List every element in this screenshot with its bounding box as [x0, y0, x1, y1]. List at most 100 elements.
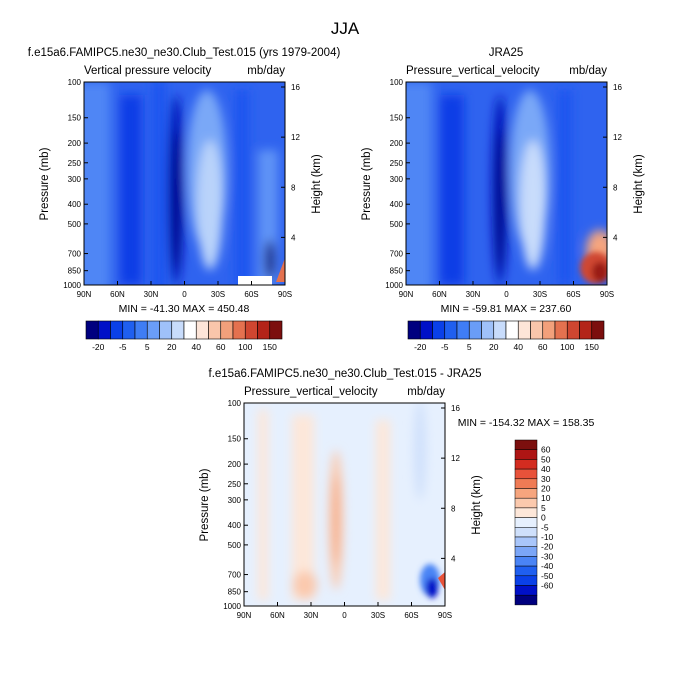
panel-diff-ytick-label: 850 [228, 588, 242, 597]
panel-diff-colorbar-label: -30 [541, 551, 554, 561]
panel-model-colorbar-box [220, 320, 234, 340]
panel-diff-colorbar-label: -40 [541, 561, 554, 571]
panel-jra25-ytick-label: 500 [390, 220, 404, 229]
panel-model-colorbar-label: 100 [238, 342, 252, 352]
panel-jra25-colorbar-box [517, 320, 531, 340]
panel-model-colorbar-box [134, 320, 148, 340]
panel-jra25-y2tick-label: 4 [613, 233, 618, 242]
panel-model-colorbar-box [195, 320, 209, 340]
panel-jra25-y2tick-label: 12 [613, 133, 622, 142]
panel-diff-colorbar-box [514, 459, 538, 470]
panel-jra25-colorbar-label: -5 [441, 342, 449, 352]
panel-diff-ylabel: Pressure (mb) [199, 468, 211, 541]
panel-diff-ytick-label: 700 [228, 571, 242, 580]
panel-diff-colorbar-box [514, 556, 538, 567]
panel-jra25-colorbar-label: 60 [538, 342, 548, 352]
panel-model-ylabel: Pressure (mb) [39, 147, 51, 220]
panel-model: f.e15a6.FAMIPC5.ne30_ne30.Club_Test.015 … [28, 47, 341, 352]
panel-diff-colorbar-label: 10 [541, 493, 551, 503]
panel-model-colorbar-box [257, 320, 271, 340]
panel-model-xtick-label: 0 [182, 290, 187, 299]
panel-jra25-field [406, 82, 607, 285]
panel-jra25-colorbar-box [566, 320, 580, 340]
panel-model-xtick-label: 30S [211, 290, 225, 299]
panel-model-ytick-label: 700 [68, 250, 82, 259]
panel-jra25-ylabel: Pressure (mb) [361, 147, 373, 220]
panel-model-xtick-label: 90N [77, 290, 92, 299]
panel-jra25-colorbar-box [505, 320, 519, 340]
panel-model-y2label: Height (km) [311, 154, 323, 214]
panel-jra25-ytick-label: 300 [390, 175, 404, 184]
panel-diff-xtick-label: 30N [304, 611, 319, 620]
panel-diff-colorbar-label: -50 [541, 571, 554, 581]
panel-diff-colorbar-label: 5 [541, 503, 546, 513]
panel-model-ytick-label: 200 [68, 139, 82, 148]
panel-jra25-colorbar-label: 5 [467, 342, 472, 352]
panel-diff-xtick-label: 90N [237, 611, 252, 620]
panel-diff-ytick-label: 1000 [223, 602, 241, 611]
panel-jra25-colorbar-box [444, 320, 458, 340]
panel-jra25-colorbar-box [591, 320, 605, 340]
panel-diff-colorbar-label: -10 [541, 532, 554, 542]
panel-model-y2tick-label: 4 [291, 233, 296, 242]
panel-jra25: JRA25 Pressure_vertical_velocity mb/day … [361, 47, 645, 352]
panel-model-suptitle: f.e15a6.FAMIPC5.ne30_ne30.Club_Test.015 … [28, 47, 341, 59]
panel-diff-y2label: Height (km) [471, 475, 483, 535]
panel-jra25-colorbar: -20 -5 5 20 40 60 100 150 [407, 320, 605, 352]
panel-model-ytick-label: 850 [68, 267, 82, 276]
panel-diff-colorbar-label: -20 [541, 542, 554, 552]
panel-model-ytick-label: 400 [68, 200, 82, 209]
panel-diff-field [244, 403, 445, 606]
panel-model-xtick-label: 60N [110, 290, 125, 299]
panel-diff-y2tick-label: 4 [451, 554, 456, 563]
panel-diff-colorbar-label: 20 [541, 484, 551, 494]
panel-diff-ytick-label: 100 [228, 399, 242, 408]
panel-model-y2tick-label: 16 [291, 83, 300, 92]
panel-diff-title-right: mb/day [407, 386, 445, 398]
panel-model-colorbar-box [208, 320, 222, 340]
panel-jra25-ytick-label: 250 [390, 159, 404, 168]
panel-diff-y2tick-label: 8 [451, 504, 456, 513]
panel-jra25-colorbar-box [554, 320, 568, 340]
panel-diff-ytick-label: 500 [228, 541, 242, 550]
panel-model-colorbar-label: -5 [119, 342, 127, 352]
panel-jra25-colorbar-box [468, 320, 482, 340]
panel-diff-y2tick-label: 12 [451, 454, 460, 463]
panel-model-colorbar-label: 60 [216, 342, 226, 352]
panel-diff-colorbar-box [514, 507, 538, 518]
panel-model-ytick-label: 1000 [63, 281, 81, 290]
panel-diff-y2tick-label: 16 [451, 404, 460, 413]
panel-jra25-y2label: Height (km) [633, 154, 645, 214]
panel-diff-colorbar-box [514, 497, 538, 509]
panel-jra25-ytick-label: 700 [390, 250, 404, 259]
panel-model-colorbar-box [269, 320, 283, 340]
panel-jra25-xtick-label: 60N [432, 290, 447, 299]
panel-diff-xtick-label: 60N [270, 611, 285, 620]
panel-diff-ytick-label: 250 [228, 480, 242, 489]
panel-diff-colorbar-box [514, 488, 538, 499]
panel-jra25-xtick-label: 30S [533, 290, 547, 299]
panel-jra25-xtick-label: 60S [566, 290, 580, 299]
panel-diff-colorbar-box [514, 536, 538, 547]
panel-model-colorbar-box [159, 320, 173, 340]
panel-model-colorbar-box [97, 320, 111, 340]
panel-jra25-colorbar-box [481, 320, 495, 340]
panel-jra25-colorbar-box [419, 320, 433, 340]
panel-jra25-colorbar-box [456, 320, 470, 340]
panel-model-colorbar-label: 40 [192, 342, 202, 352]
panel-diff-colorbar-box [514, 478, 538, 489]
panel-model-colorbar-box [171, 320, 185, 340]
panel-model-ytick-label: 300 [68, 175, 82, 184]
panel-model-ytick-label: 500 [68, 220, 82, 229]
panel-diff-colorbar-box [514, 468, 538, 480]
panel-model-title-right: mb/day [247, 65, 285, 77]
panel-diff-colorbar-box [514, 585, 538, 596]
panel-model-colorbar-box [122, 320, 136, 340]
panel-model-colorbar-box [146, 320, 160, 340]
panel-diff-ytick-label: 400 [228, 521, 242, 530]
panel-model-xtick-label: 60S [244, 290, 258, 299]
panel-model-colorbar-label: 20 [167, 342, 177, 352]
panel-jra25-colorbar-box [542, 320, 556, 340]
panel-model-field [84, 82, 285, 285]
